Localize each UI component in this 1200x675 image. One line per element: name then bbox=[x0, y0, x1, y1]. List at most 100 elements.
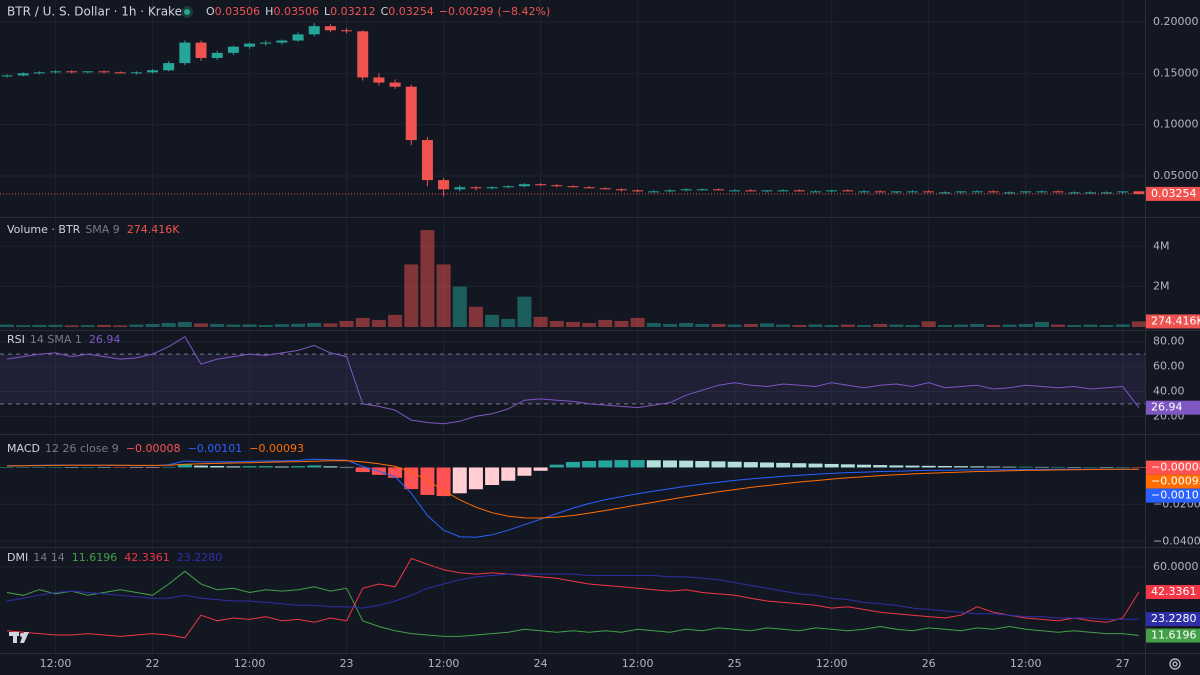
candle-body bbox=[1068, 192, 1080, 194]
candle-body bbox=[502, 186, 514, 188]
ohlc-key: L bbox=[324, 5, 331, 18]
macd-histogram-bar bbox=[97, 467, 112, 468]
volume-bar bbox=[485, 314, 500, 327]
pane-params: 14 14 bbox=[33, 551, 65, 564]
volume-bar bbox=[274, 324, 289, 327]
value-tag-label: −0.00093 bbox=[1151, 475, 1200, 488]
candle-body bbox=[114, 72, 126, 74]
volume-bar bbox=[339, 320, 354, 327]
y-tick-label: 40.00 bbox=[1153, 384, 1185, 397]
volume-bar bbox=[1115, 324, 1130, 327]
macd-histogram-bar bbox=[323, 466, 338, 468]
volume-bar bbox=[452, 286, 467, 327]
candle-body bbox=[632, 190, 644, 192]
y-tick-label: 80.00 bbox=[1153, 335, 1185, 348]
ohlc-key: H bbox=[265, 5, 273, 18]
volume-bar bbox=[630, 317, 645, 327]
macd-histogram-bar bbox=[161, 466, 176, 468]
market-status-dot bbox=[184, 9, 190, 15]
volume-bar bbox=[840, 324, 855, 327]
pane-value: −0.00093 bbox=[249, 442, 304, 455]
volume-bar bbox=[1067, 324, 1082, 327]
candle-body bbox=[745, 190, 757, 192]
settings-icon[interactable] bbox=[1169, 658, 1181, 670]
macd-histogram-bar bbox=[274, 466, 289, 468]
volume-bar bbox=[210, 323, 225, 327]
value-tag bbox=[1146, 314, 1200, 329]
candle-body bbox=[680, 189, 692, 191]
chart-title: BTR / U. S. Dollar · 1h · Kraken bbox=[7, 5, 190, 19]
pane-header: RSI 14 SMA 1 26.94 bbox=[7, 333, 120, 346]
macd-histogram-bar bbox=[857, 464, 872, 468]
macd-histogram-bar bbox=[582, 461, 597, 468]
pane-params: 12 26 close 9 bbox=[45, 442, 119, 455]
volume-bar bbox=[323, 323, 338, 327]
pane-title: RSI bbox=[7, 333, 25, 346]
macd-histogram-bar bbox=[436, 467, 451, 497]
value-tag-label: 23.2280 bbox=[1151, 612, 1197, 625]
pane-title: Volume · BTR bbox=[7, 223, 81, 236]
tv-logo bbox=[9, 632, 29, 643]
candle-body bbox=[858, 191, 870, 193]
ohlc-value: 0.03506 bbox=[215, 5, 261, 18]
volume-bar bbox=[1002, 324, 1017, 327]
y-tick-label: 0.20000 bbox=[1153, 15, 1199, 28]
macd-histogram-bar bbox=[695, 461, 710, 468]
candle-body bbox=[907, 191, 919, 193]
candle-body bbox=[777, 190, 789, 192]
change: −0.00299 bbox=[439, 5, 494, 18]
volume-bar bbox=[1018, 323, 1033, 327]
ohlc-value: 0.03212 bbox=[330, 5, 376, 18]
pane-params: 14 SMA 1 bbox=[30, 333, 82, 346]
ohlc-header: O0.03506 H0.03506 L0.03212 C0.03254 −0.00299… bbox=[206, 5, 550, 18]
candle-body bbox=[793, 190, 805, 192]
candle-body bbox=[373, 77, 385, 83]
macd-histogram-bar bbox=[80, 467, 95, 468]
volume-bar bbox=[549, 320, 564, 327]
y-tick-label: 60.0000 bbox=[1153, 560, 1199, 573]
macd-histogram-bar bbox=[420, 467, 435, 495]
macd-histogram-bar bbox=[824, 463, 839, 468]
volume-bar bbox=[436, 264, 451, 327]
candle-body bbox=[292, 34, 304, 41]
volume-bar bbox=[582, 322, 597, 327]
candle-body bbox=[842, 190, 854, 192]
ohlc-key: C bbox=[381, 5, 389, 18]
candle-body bbox=[712, 189, 724, 191]
macd-histogram-bar bbox=[1131, 467, 1146, 468]
candle-body bbox=[82, 71, 94, 73]
macd-histogram-bar bbox=[905, 465, 920, 468]
candle-body bbox=[518, 184, 530, 187]
candle-body bbox=[826, 190, 838, 192]
macd-histogram-bar bbox=[32, 467, 47, 468]
volume-bar bbox=[291, 323, 306, 327]
macd-histogram-bar bbox=[1034, 466, 1049, 468]
candle-body bbox=[163, 63, 175, 71]
pane-title: DMI bbox=[7, 551, 28, 564]
pane-params: SMA 9 bbox=[85, 223, 120, 236]
pane-value: 26.94 bbox=[89, 333, 121, 346]
volume-bar bbox=[1051, 324, 1066, 327]
y-tick-label: 0.15000 bbox=[1153, 66, 1199, 79]
value-tag-label: 42.3361 bbox=[1151, 585, 1197, 598]
volume-bar bbox=[242, 324, 257, 327]
macd-histogram-bar bbox=[452, 467, 467, 494]
candle-body bbox=[987, 191, 999, 193]
candle-body bbox=[1004, 192, 1016, 194]
macd-histogram-bar bbox=[1067, 467, 1082, 468]
candle-body bbox=[874, 191, 886, 193]
candle-body bbox=[98, 71, 110, 73]
x-tick-label: 12:00 bbox=[622, 657, 654, 670]
macd-histogram-bar bbox=[0, 467, 14, 468]
gear-center[interactable] bbox=[1172, 661, 1178, 667]
gear[interactable] bbox=[1169, 658, 1181, 670]
macd-histogram-bar bbox=[1051, 466, 1066, 468]
value-tag-label: 26.94 bbox=[1151, 401, 1183, 414]
macd-histogram-bar bbox=[388, 467, 403, 478]
indicator-line bbox=[6, 573, 1139, 620]
volume-bar bbox=[113, 325, 128, 327]
candle-body bbox=[324, 26, 336, 31]
volume-bar bbox=[97, 324, 112, 327]
